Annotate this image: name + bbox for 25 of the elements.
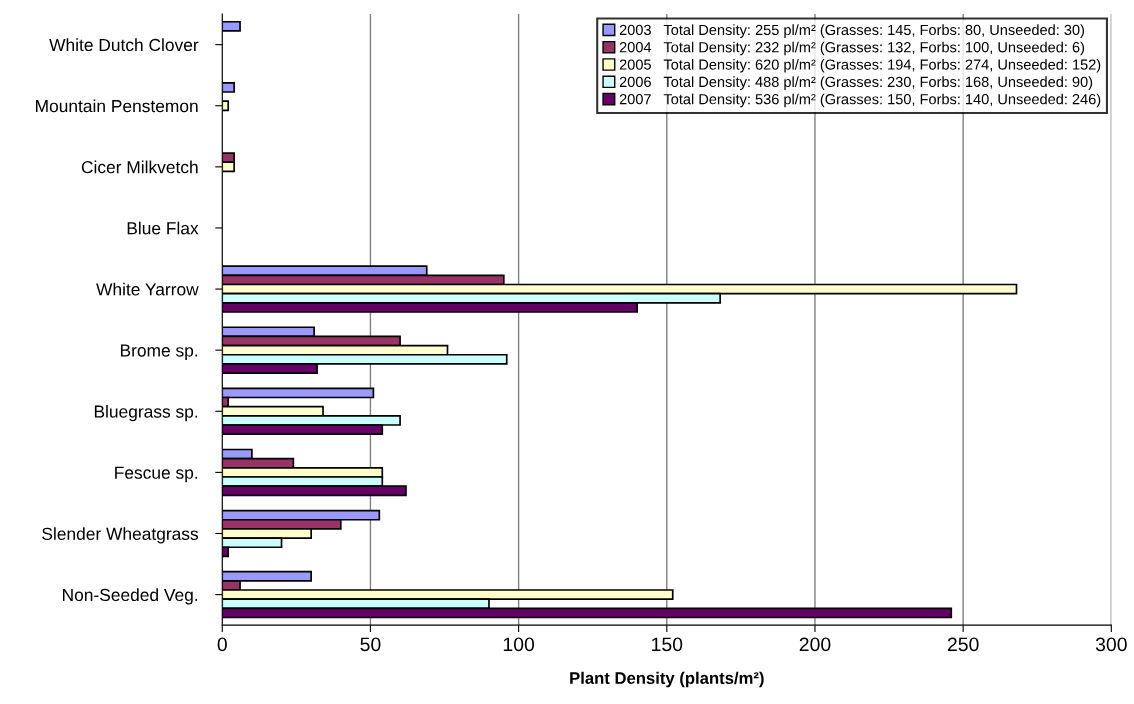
- y-tick-label: Non-Seeded Veg.: [63, 588, 198, 605]
- legend-label: 2004 Total Density: 232 pl/m² (Grasses: 132, Forbs: 100, Unseeded: 6): [619, 41, 1085, 56]
- x-tick-label: 150: [652, 637, 683, 652]
- bar: [222, 81, 235, 93]
- legend-label: 2003 Total Density: 255 pl/m² (Grasses: 145, Forbs: 80, Unseeded: 30): [619, 24, 1085, 38]
- y-tick-label: Brome sp.: [120, 344, 198, 361]
- x-tick-label: 100: [503, 637, 535, 652]
- x-axis-title: Plant Density (plants/m²): [570, 671, 764, 688]
- x-tick-label: 0: [217, 637, 227, 652]
- x-tick-label: 200: [799, 637, 831, 652]
- y-tick-label: Bluegrass sp.: [94, 404, 198, 422]
- legend-label: 2005 Total Density: 620 pl/m² (Grasses: 194, Forbs: 274, Unseeded: 152): [619, 59, 1101, 73]
- y-tick-label: Fescue sp.: [115, 466, 198, 483]
- y-tick-label: White Yarrow: [96, 282, 199, 296]
- x-tick-label: 300: [1095, 637, 1127, 652]
- x-tick-label: 250: [947, 637, 979, 652]
- y-tick-label: Slender Wheatgrass: [42, 527, 199, 544]
- x-tick-label: 50: [360, 637, 381, 652]
- bar: [222, 20, 241, 32]
- y-tick-label: Cicer Milkvetch: [81, 160, 198, 174]
- y-tick-label: Blue Flax: [127, 221, 199, 235]
- y-tick-label: White Dutch Clover: [49, 38, 199, 52]
- y-tick-label: Mountain Penstemon: [36, 99, 198, 113]
- legend-label: 2006 Total Density: 488 pl/m² (Grasses: 230, Forbs: 168, Unseeded: 90): [619, 76, 1093, 90]
- legend-label: 2007 Total Density: 536 pl/m² (Grasses: 150, Forbs: 140, Unseeded: 246): [619, 93, 1101, 108]
